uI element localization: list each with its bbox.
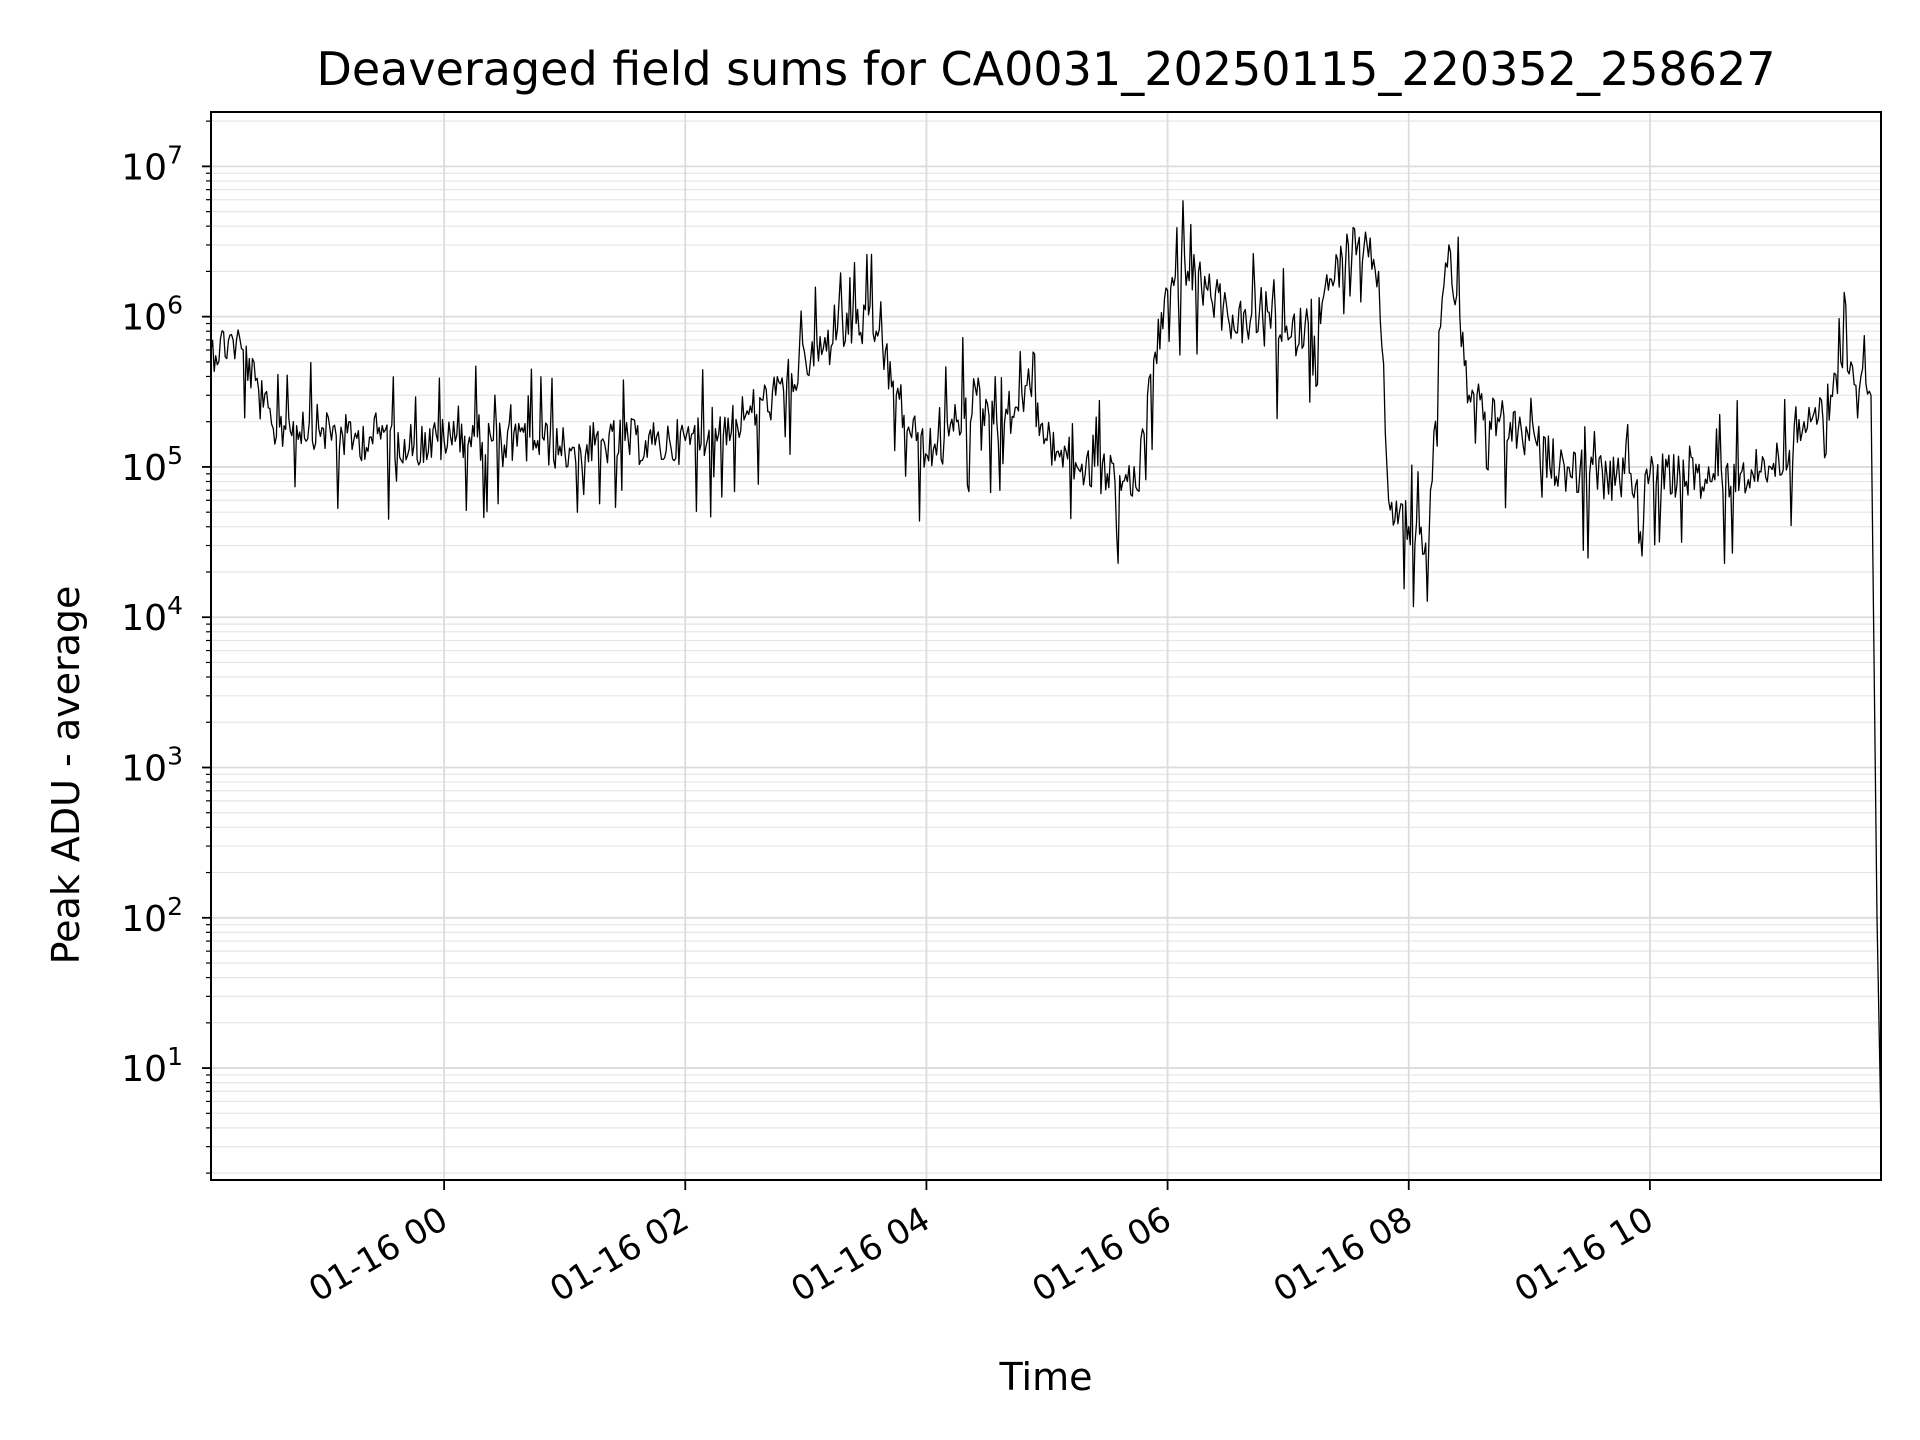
y-tick-label: 103 xyxy=(121,742,183,790)
x-axis-ticks: 01-16 00 01-16 02 01-16 04 01-16 06 01-16 08… xyxy=(302,1180,1660,1310)
x-tick-label: 01-16 04 xyxy=(785,1199,937,1310)
grid-lines xyxy=(211,112,1881,1180)
x-tick-label: 01-16 08 xyxy=(1267,1199,1419,1310)
x-tick-label: 01-16 10 xyxy=(1508,1199,1660,1310)
series-line xyxy=(210,200,1882,1128)
y-tick-label: 105 xyxy=(121,441,183,489)
y-tick-label: 107 xyxy=(121,140,183,188)
y-tick-label: 104 xyxy=(121,591,183,639)
x-tick-label: 01-16 02 xyxy=(543,1199,695,1310)
y-tick-label: 106 xyxy=(121,291,183,339)
y-tick-label: 102 xyxy=(121,892,183,940)
x-tick-label: 01-16 06 xyxy=(1026,1199,1178,1310)
axes-frame xyxy=(210,111,1882,1181)
y-axis-label: Peak ADU - average xyxy=(44,585,88,965)
y-axis-ticks: 101 102 103 104 105 106 107 xyxy=(121,120,211,1174)
x-axis-label: Time xyxy=(999,1355,1093,1399)
x-tick-label: 01-16 00 xyxy=(302,1199,454,1310)
y-tick-label: 101 xyxy=(121,1042,183,1090)
chart-title: Deaveraged field sums for CA0031_2025011… xyxy=(316,42,1776,96)
